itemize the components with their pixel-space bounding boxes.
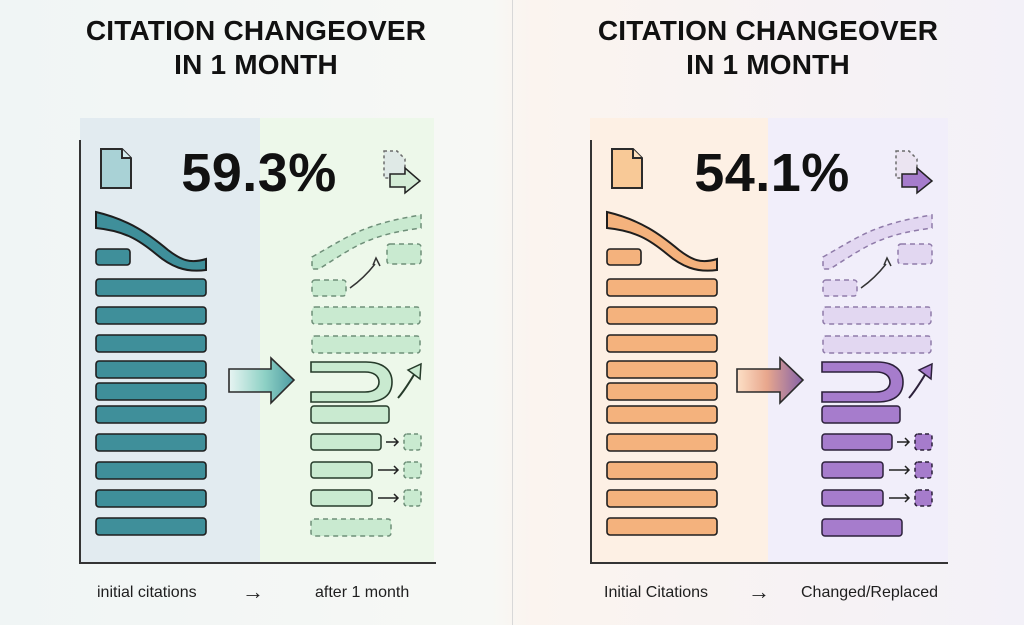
dashed-citation-bar <box>311 306 421 325</box>
dashed-citation-bar <box>311 335 421 354</box>
dashed-replacement-block <box>914 433 933 451</box>
forward-arrow-icon <box>389 166 422 195</box>
replacement-arrow-head-icon <box>372 256 381 267</box>
left-citation-diagram <box>79 118 436 564</box>
after-citation-bar <box>310 405 390 424</box>
after-citation-bar <box>310 489 373 507</box>
faded-document-icon <box>383 150 406 179</box>
replacement-arrow-icon <box>860 263 887 289</box>
small-arrow-icon <box>378 493 400 503</box>
upward-arrow-head-icon <box>406 362 422 381</box>
dashed-replacement-block <box>403 433 422 451</box>
right-percentage: 54.1% <box>694 143 850 203</box>
right-panel: CITATION CHANGEOVER IN 1 MONTH <box>512 0 1024 625</box>
right-citation-diagram <box>590 118 948 564</box>
small-arrow-icon <box>378 465 400 475</box>
initial-citation-bar <box>95 405 207 424</box>
initial-citation-bar <box>95 382 207 401</box>
left-percentage: 59.3% <box>181 143 337 203</box>
initial-citation-bar <box>606 278 718 297</box>
initial-citation-bar <box>606 461 718 480</box>
dashed-replacement-block <box>914 489 933 507</box>
small-arrow-icon <box>889 465 911 475</box>
initial-citation-bars <box>95 278 207 536</box>
forward-arrow-icon <box>901 166 934 195</box>
initial-citation-bar <box>606 517 718 536</box>
center-divider <box>512 0 513 625</box>
dashed-replacement-block <box>914 461 933 479</box>
initial-citation-bar <box>95 517 207 536</box>
after-citation-bar <box>821 433 893 451</box>
after-citation-bar <box>310 433 382 451</box>
initial-citation-bar <box>606 382 718 401</box>
right-title-line-1: CITATION CHANGEOVER <box>597 15 939 46</box>
initial-citation-bar <box>95 306 207 325</box>
dashed-citation-bar <box>822 306 932 325</box>
returning-citation-u <box>821 361 904 403</box>
changed-replaced-label: Changed/Replaced <box>801 584 938 601</box>
dashed-replacement-block <box>403 489 422 507</box>
replacement-arrow-icon <box>349 263 376 289</box>
right-title: CITATION CHANGEOVER IN 1 MONTH <box>512 14 1024 82</box>
left-title-line-2: IN 1 MONTH <box>174 49 338 80</box>
initial-citation-bar <box>606 433 718 452</box>
dashed-replacement-block <box>403 461 422 479</box>
citation-curve <box>95 210 207 272</box>
left-title: CITATION CHANGEOVER IN 1 MONTH <box>0 14 512 82</box>
faded-document-icon <box>895 150 918 179</box>
chart-axis <box>590 140 948 564</box>
after-citation-bar <box>821 405 901 424</box>
dashed-citation-block <box>386 243 422 265</box>
after-citation-bar <box>821 518 903 537</box>
dashed-citation-block <box>897 243 933 265</box>
initial-citation-bar <box>606 405 718 424</box>
citation-short-bar <box>606 248 642 266</box>
replacement-rows <box>310 433 422 507</box>
returning-citation-u <box>310 361 393 403</box>
after-citation-bar <box>310 461 373 479</box>
small-arrow-icon <box>386 437 400 447</box>
initial-citation-bar <box>606 306 718 325</box>
after-one-month-label: after 1 month <box>315 584 410 601</box>
initial-citation-bar <box>606 489 718 508</box>
chart-axis <box>79 140 436 564</box>
initial-citation-bar <box>606 360 718 379</box>
dashed-citation-curve <box>311 214 422 270</box>
right-bottom-arrow: → <box>748 579 770 604</box>
changeover-arrow <box>228 356 296 405</box>
dashed-citation-bar <box>310 518 392 537</box>
document-fold-icon <box>121 149 131 159</box>
initial-citation-bar <box>606 334 718 353</box>
replacement-arrow-head-icon <box>883 256 892 267</box>
initial-citation-bar <box>95 360 207 379</box>
citation-curve <box>606 210 718 272</box>
initial-citation-bar <box>95 334 207 353</box>
replacement-rows <box>821 433 933 507</box>
citation-short-bar <box>95 248 131 266</box>
right-title-line-2: IN 1 MONTH <box>686 49 850 80</box>
small-arrow-icon <box>897 437 911 447</box>
initial-citations-label: Initial Citations <box>604 584 709 601</box>
document-fold-icon <box>632 149 642 159</box>
initial-citations-label: initial citations <box>97 584 197 601</box>
changeover-arrow <box>736 356 805 405</box>
after-citation-bar <box>821 489 884 507</box>
initial-citation-bar <box>95 489 207 508</box>
dashed-citation-bar <box>822 335 932 354</box>
left-panel: CITATION CHANGEOVER IN 1 MONTH <box>0 14 512 604</box>
small-arrow-icon <box>889 493 911 503</box>
after-citation-bar <box>821 461 884 479</box>
initial-citation-bar <box>95 433 207 452</box>
dashed-citation-small-block <box>311 279 347 297</box>
left-bottom-arrow: → <box>242 579 264 604</box>
initial-citation-bar <box>95 278 207 297</box>
initial-citation-bars <box>606 278 718 536</box>
dashed-citation-curve <box>822 214 933 270</box>
initial-citation-bar <box>95 461 207 480</box>
left-title-line-1: CITATION CHANGEOVER <box>85 15 427 46</box>
dashed-citation-small-block <box>822 279 858 297</box>
upward-arrow-head-icon <box>917 362 933 381</box>
